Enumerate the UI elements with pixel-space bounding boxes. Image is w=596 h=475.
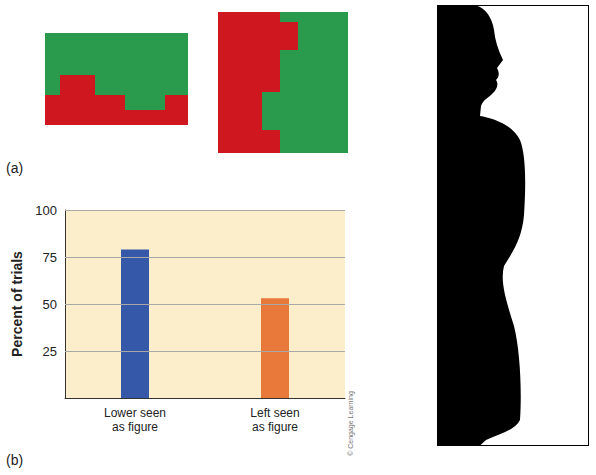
html-text:(b): (b)	[6, 452, 24, 468]
svg-text:Lower seen: Lower seen	[104, 406, 166, 420]
svg-text:50: 50	[43, 297, 57, 312]
svg-text:100: 100	[35, 203, 57, 218]
svg-text:Percent of trials: Percent of trials	[9, 251, 25, 357]
svg-text:25: 25	[43, 344, 57, 359]
svg-text:75: 75	[43, 250, 57, 265]
svg-text:Left seen: Left seen	[250, 406, 299, 420]
svg-text:as figure: as figure	[112, 420, 158, 434]
html-text:(a): (a)	[6, 160, 24, 176]
svg-text:as figure: as figure	[252, 420, 298, 434]
html-text:© Cengage Learning: © Cengage Learning	[346, 391, 354, 456]
